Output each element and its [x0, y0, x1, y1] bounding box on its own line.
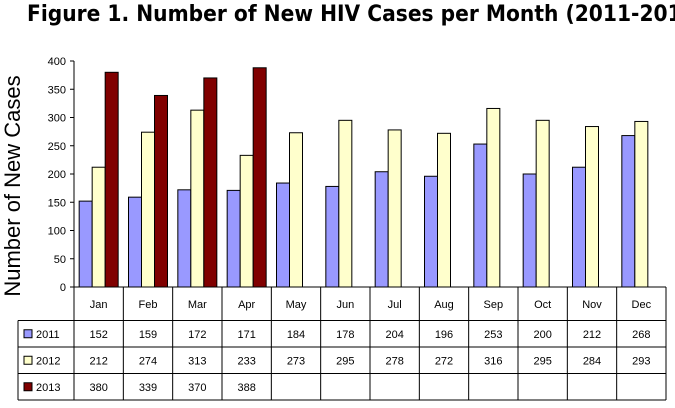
bar-2012-Nov: [585, 126, 599, 288]
x-tick-label: Mar: [188, 299, 207, 311]
bar-2013-Apr: [252, 67, 267, 288]
legend-label-2013: 2013: [36, 382, 60, 394]
data-label-2012-Oct: 295: [533, 355, 551, 367]
bar-2013-Jan: [104, 71, 119, 288]
data-label-2012-Jun: 295: [336, 355, 354, 367]
y-tick-label: 100: [48, 226, 66, 238]
y-tick-label: 400: [48, 56, 66, 68]
data-label-2011-Jun: 178: [336, 329, 354, 341]
data-label-2012-Sep: 316: [484, 355, 502, 367]
x-tick-label: Apr: [238, 299, 255, 311]
bar-2011-Mar: [177, 189, 192, 288]
x-tick-label: Dec: [632, 299, 652, 311]
bar-2011-Feb: [128, 196, 142, 288]
bar-2012-Jun: [338, 119, 353, 288]
bar-2012-Jul: [387, 129, 402, 288]
data-label-2012-Aug: 272: [435, 355, 453, 367]
data-label-2011-Mar: 172: [188, 329, 206, 341]
legend-label-2012: 2012: [36, 355, 60, 367]
bar-2012-Mar: [190, 109, 205, 288]
data-label-2013-Jan: 380: [89, 382, 107, 394]
x-tick-label: Jun: [336, 299, 354, 311]
data-label-2011-Sep: 253: [484, 329, 502, 341]
data-label-2013-Feb: 339: [139, 382, 157, 394]
data-label-2011-Feb: 159: [139, 329, 157, 341]
legend-key-2012: [23, 355, 33, 365]
data-label-2011-Apr: 171: [237, 329, 255, 341]
data-label-2011-Nov: 212: [583, 329, 601, 341]
bar-2012-Dec: [634, 120, 649, 288]
bar-2012-Aug: [437, 132, 451, 288]
bar-2011-Aug: [424, 175, 438, 288]
data-label-2013-Mar: 370: [188, 382, 206, 394]
data-label-2011-Jan: 152: [89, 329, 107, 341]
x-tick-label: May: [286, 299, 307, 311]
x-tick-label: Sep: [484, 299, 504, 311]
chart-title: Figure 1. Number of New HIV Cases per Mo…: [27, 2, 675, 27]
legend-key-2013: [23, 382, 33, 392]
data-label-2012-Feb: 274: [139, 355, 157, 367]
y-tick-label: 250: [48, 141, 66, 153]
data-label-2012-Mar: 313: [188, 355, 206, 367]
legend-key-2011: [23, 329, 33, 339]
bar-2011-Nov: [572, 166, 586, 288]
x-tick-label: Oct: [534, 299, 551, 311]
data-label-2013-Apr: 388: [237, 382, 255, 394]
bar-2011-Sep: [473, 143, 488, 288]
bar-2012-Apr: [239, 154, 254, 288]
y-tick-label: 50: [54, 254, 66, 266]
x-tick-label: Jul: [388, 299, 402, 311]
data-label-2011-Oct: 200: [533, 329, 551, 341]
bar-2011-Dec: [621, 135, 636, 288]
data-label-2012-Nov: 284: [583, 355, 601, 367]
data-label-2011-Jul: 204: [385, 329, 403, 341]
bar-2011-May: [276, 182, 290, 288]
data-label-2012-Jan: 212: [89, 355, 107, 367]
bar-2012-Feb: [141, 131, 155, 288]
bar-2011-Jul: [374, 171, 389, 288]
data-label-2012-Dec: 293: [632, 355, 650, 367]
x-tick-label: Nov: [582, 299, 602, 311]
bar-2011-Apr: [226, 189, 241, 288]
y-tick-label: 300: [48, 113, 66, 125]
legend-label-2011: 2011: [36, 329, 60, 341]
data-label-2011-May: 184: [287, 329, 305, 341]
bar-2012-Oct: [535, 119, 550, 288]
data-label-2011-Dec: 268: [632, 329, 650, 341]
bar-2012-Jan: [91, 166, 106, 288]
bar-2013-Feb: [154, 94, 168, 288]
bar-2013-Mar: [203, 77, 218, 288]
data-label-2012-Apr: 233: [237, 355, 255, 367]
x-tick-label: Jan: [90, 299, 108, 311]
bar-2012-Sep: [486, 107, 501, 288]
y-tick-label: 150: [48, 197, 66, 209]
data-label-2011-Aug: 196: [435, 329, 453, 341]
data-label-2012-May: 273: [287, 355, 305, 367]
x-tick-label: Aug: [434, 299, 454, 311]
y-axis-title: Number of New Cases: [0, 75, 25, 296]
bar-2011-Jun: [325, 185, 340, 288]
bar-2011-Jan: [78, 200, 93, 288]
y-tick-label: 350: [48, 84, 66, 96]
bar-2012-May: [289, 132, 303, 288]
x-tick-label: Feb: [139, 299, 158, 311]
y-tick-label: 0: [60, 282, 66, 294]
bar-2011-Oct: [522, 173, 537, 288]
data-label-2012-Jul: 278: [385, 355, 403, 367]
y-tick-label: 200: [48, 169, 66, 181]
